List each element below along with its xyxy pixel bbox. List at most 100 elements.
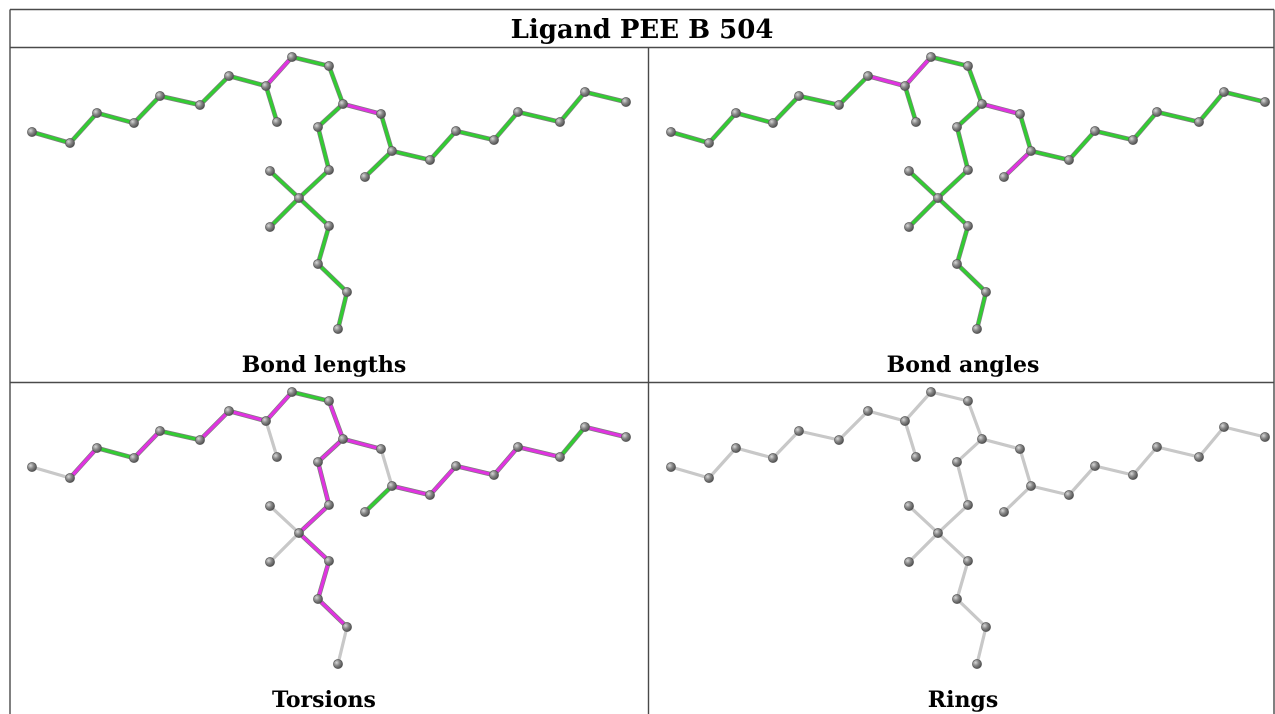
bond-ok [1131, 110, 1159, 142]
bond-ok [936, 168, 970, 200]
atom [360, 172, 370, 182]
bond-ok [264, 84, 279, 124]
bond-ok [297, 196, 331, 228]
bond-ok [955, 125, 970, 172]
atom [963, 165, 973, 175]
bond-neutral [1018, 447, 1033, 488]
bond-ok [734, 111, 775, 125]
bond-neutral [268, 504, 301, 535]
bond-outlier [316, 437, 345, 464]
atom [1219, 87, 1229, 97]
bond-ok [797, 94, 841, 107]
atom [261, 416, 271, 426]
bond-outlier [327, 399, 345, 441]
atom [324, 165, 334, 175]
atom [1026, 481, 1036, 491]
atom [1090, 461, 1100, 471]
bond-neutral [955, 597, 988, 629]
bond-neutral [1067, 464, 1097, 497]
bond-ok [966, 64, 984, 106]
bond-ok [1222, 90, 1267, 104]
atom [425, 490, 435, 500]
panel-torsions: Torsions [27, 387, 631, 713]
bond-outlier [980, 102, 1022, 116]
atom [1194, 452, 1204, 462]
bond-neutral [30, 465, 72, 480]
bond-neutral [929, 390, 970, 403]
bond-angles-bonds [668, 54, 1268, 332]
bond-neutral [1002, 484, 1033, 514]
bond-outlier [297, 503, 331, 535]
bond-outlier [866, 74, 907, 88]
bond-neutral [955, 559, 970, 601]
bond-ok [316, 262, 349, 294]
bond-outlier [390, 484, 432, 497]
panel-rings: Rings [666, 387, 1270, 713]
atom [27, 127, 37, 137]
bond-outlier [297, 531, 331, 563]
atom [963, 556, 973, 566]
atom [1128, 470, 1138, 480]
atom [224, 406, 234, 416]
bond-ok [158, 94, 202, 107]
atom [981, 287, 991, 297]
bond-outlier [454, 464, 496, 477]
atom [261, 81, 271, 91]
torsions-atoms [27, 387, 631, 669]
atom [324, 396, 334, 406]
bond-ok [907, 196, 940, 229]
bond-lengths-atoms [27, 52, 631, 334]
atom [555, 117, 565, 127]
bond-ok [975, 290, 988, 331]
atom [376, 109, 386, 119]
bond-ok [771, 94, 801, 125]
atom [129, 118, 139, 128]
bond-ok [316, 224, 331, 266]
bond-neutral [1093, 464, 1135, 477]
atom [342, 622, 352, 632]
atom [155, 426, 165, 436]
atom [313, 122, 323, 132]
bond-lengths-bonds [29, 54, 629, 332]
bond-neutral [975, 625, 988, 666]
atom [580, 87, 590, 97]
atom [963, 221, 973, 231]
atom [513, 107, 523, 117]
atom [360, 507, 370, 517]
atom [1260, 432, 1270, 442]
atom [933, 528, 943, 538]
bond-ok [1155, 110, 1201, 124]
bond-neutral [1222, 425, 1267, 439]
bond-neutral [966, 399, 984, 441]
bond-ok [929, 55, 970, 68]
bond-ok [290, 55, 331, 68]
atom [963, 396, 973, 406]
panel-caption-torsions: Torsions [272, 687, 376, 713]
atom [1064, 155, 1074, 165]
torsions-bonds [30, 389, 629, 666]
rings-atoms [666, 387, 1270, 669]
atom [129, 453, 139, 463]
atom [1015, 109, 1025, 119]
bond-ok [297, 168, 331, 200]
rings-bonds [669, 390, 1267, 666]
atom [1152, 107, 1162, 117]
bond-ok [516, 110, 562, 124]
atom [621, 432, 631, 442]
atom [342, 287, 352, 297]
bond-neutral [903, 419, 918, 459]
atom [999, 172, 1009, 182]
bond-ok [936, 196, 970, 228]
atom [904, 222, 914, 232]
bond-neutral [980, 437, 1022, 451]
atom [451, 126, 461, 136]
atom [513, 442, 523, 452]
bond-ok [1018, 112, 1033, 153]
bond-ok [316, 125, 331, 172]
atom [195, 100, 205, 110]
atom [977, 99, 987, 109]
atom [92, 108, 102, 118]
atom [224, 71, 234, 81]
bond-neutral [734, 446, 775, 460]
